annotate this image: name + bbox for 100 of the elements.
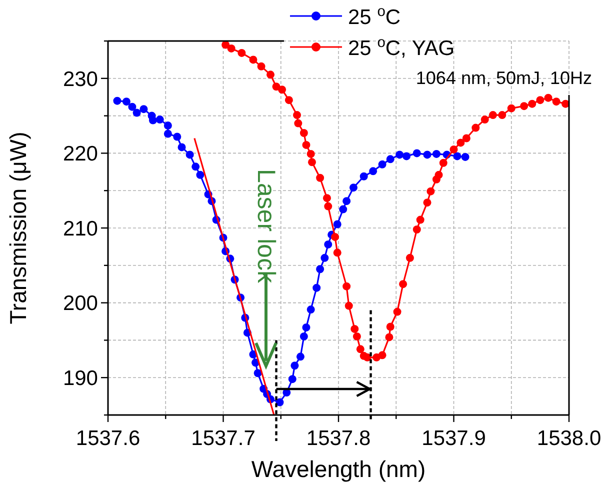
x-tick-label: 1537.9: [422, 427, 486, 450]
point: [385, 333, 394, 342]
legend-label: 25 $^{o}$C: [348, 4, 401, 29]
point: [293, 111, 302, 120]
point: [544, 94, 552, 102]
point: [302, 323, 310, 332]
point: [480, 116, 489, 124]
point: [349, 184, 358, 192]
point: [266, 70, 275, 79]
point: [426, 187, 435, 196]
legend-label: 25 $^{o}$C, YAG: [348, 35, 455, 60]
point: [507, 104, 516, 112]
point: [284, 96, 293, 104]
point: [462, 134, 470, 142]
y-axis-title: Transmission (μW): [5, 132, 31, 324]
point: [122, 98, 130, 106]
point: [148, 116, 157, 124]
point: [249, 56, 258, 64]
y-tick-label: 210: [62, 217, 98, 240]
point: [173, 132, 182, 141]
point: [308, 158, 316, 166]
point: [132, 108, 141, 117]
point: [498, 111, 506, 120]
point: [396, 150, 404, 159]
point: [257, 62, 266, 70]
point: [186, 150, 194, 159]
point: [300, 332, 308, 340]
point: [300, 129, 308, 138]
point: [128, 102, 136, 111]
point: [528, 100, 536, 108]
x-axis-title: Wavelength (nm): [251, 456, 426, 482]
point: [290, 362, 299, 370]
point: [302, 140, 310, 149]
point: [344, 302, 353, 310]
point: [369, 167, 378, 176]
point: [342, 197, 351, 206]
point: [294, 119, 302, 128]
point: [192, 162, 200, 171]
x-tick-label: 1537.8: [306, 427, 371, 450]
y-tick-label: 190: [62, 366, 98, 390]
point: [472, 124, 480, 132]
point: [333, 220, 342, 228]
point: [113, 96, 122, 105]
point: [378, 351, 386, 360]
point: [393, 308, 402, 316]
point: [331, 232, 340, 241]
point: [278, 86, 286, 94]
point: [342, 282, 351, 290]
point: [316, 265, 324, 274]
point: [350, 324, 359, 333]
y-tick-label: 230: [62, 68, 98, 91]
point: [536, 96, 544, 104]
y-tick-label: 200: [62, 292, 98, 316]
point: [434, 170, 443, 179]
point: [432, 150, 440, 158]
point: [456, 138, 465, 147]
point: [386, 155, 394, 164]
point: [450, 145, 458, 154]
point: [320, 254, 329, 262]
point: [453, 152, 462, 160]
point: [399, 280, 408, 288]
point: [296, 352, 304, 361]
point: [322, 194, 331, 202]
point: [339, 205, 348, 214]
point: [306, 306, 315, 314]
point: [140, 105, 148, 114]
point: [402, 152, 410, 160]
point: [276, 398, 284, 406]
point: [488, 111, 497, 120]
point: [423, 198, 432, 207]
point: [324, 202, 332, 210]
point: [227, 44, 236, 52]
point: [363, 353, 372, 362]
point: [316, 174, 324, 182]
point: [238, 48, 246, 57]
point: [461, 152, 470, 161]
point: [416, 216, 424, 224]
point: [288, 375, 296, 384]
x-tick-label: 1537.6: [76, 427, 140, 450]
point: [562, 100, 569, 108]
point: [306, 150, 315, 158]
x-tick-label: 1537.7: [191, 427, 256, 450]
point: [439, 158, 448, 167]
point: [406, 254, 414, 262]
point: [386, 322, 394, 331]
point: [352, 332, 361, 340]
point: [156, 116, 164, 124]
point: [333, 248, 342, 257]
point: [412, 149, 421, 158]
y-tick-label: 220: [62, 142, 98, 166]
point: [254, 369, 262, 378]
point: [423, 150, 432, 159]
point: [164, 130, 172, 138]
point: [412, 225, 421, 234]
point: [360, 172, 368, 180]
point: [164, 122, 172, 130]
point: [356, 345, 364, 354]
point: [312, 284, 321, 292]
point: [196, 170, 204, 179]
point: [520, 102, 528, 110]
